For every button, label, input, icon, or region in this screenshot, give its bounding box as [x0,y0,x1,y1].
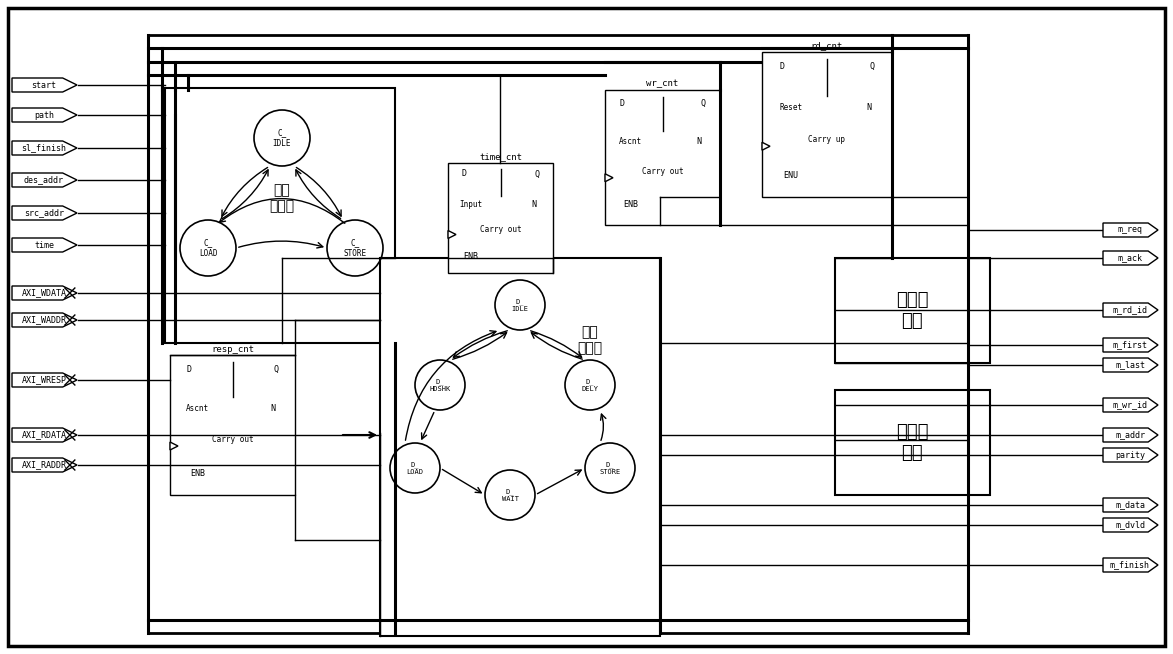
Text: time: time [34,241,54,249]
Text: Q: Q [870,62,875,71]
Text: Ascnt: Ascnt [618,137,642,146]
Text: start: start [32,80,56,90]
Polygon shape [12,173,77,187]
Text: AXI_RDATA: AXI_RDATA [21,430,67,439]
Text: 写地址
转换: 写地址 转换 [896,423,929,462]
Text: C_
IDLE: C_ IDLE [273,128,291,148]
Bar [170,355,294,495]
Text: D: D [619,99,625,108]
Polygon shape [12,238,77,252]
Text: D_
IDLE: D_ IDLE [511,298,529,312]
Text: time_cnt: time_cnt [479,152,522,162]
Text: D_
WAIT: D_ WAIT [502,488,518,502]
Text: AXI_WADDR: AXI_WADDR [21,315,67,324]
Polygon shape [170,442,178,450]
Bar [605,90,720,225]
Text: m_last: m_last [1116,360,1145,370]
Polygon shape [1103,558,1158,572]
Bar [448,163,552,273]
Text: Q: Q [700,99,705,108]
Text: 读地址
转换: 读地址 转换 [896,291,929,330]
Text: m_first: m_first [1112,341,1147,349]
Polygon shape [1103,223,1158,237]
Text: rd_cnt: rd_cnt [811,41,843,50]
Bar [165,88,395,343]
Polygon shape [762,143,769,150]
Polygon shape [448,230,456,239]
Polygon shape [12,373,77,387]
Polygon shape [1103,251,1158,265]
Text: m_data: m_data [1116,500,1145,509]
Text: D_
DELY: D_ DELY [582,378,598,392]
Bar [835,390,990,495]
Text: Input: Input [460,200,482,209]
Polygon shape [1103,303,1158,317]
Text: N: N [270,404,274,413]
Text: AXI_WDATA: AXI_WDATA [21,288,67,298]
Text: AXI_WRESP: AXI_WRESP [21,375,67,385]
Text: Reset: Reset [779,103,802,112]
Polygon shape [605,174,613,182]
Text: m_req: m_req [1118,226,1143,235]
Polygon shape [12,458,77,472]
Text: Carry out: Carry out [480,224,521,233]
Text: resp_cnt: resp_cnt [211,345,255,354]
Text: m_ack: m_ack [1118,254,1143,262]
Polygon shape [12,141,77,155]
Polygon shape [12,428,77,442]
Polygon shape [12,78,77,92]
Text: Q: Q [273,364,279,373]
Text: 命令
状态机: 命令 状态机 [270,183,294,213]
Text: sl_finish: sl_finish [21,143,67,152]
Polygon shape [1103,448,1158,462]
Text: AXI_RADDR: AXI_RADDR [21,460,67,470]
Text: C_
STORE: C_ STORE [344,238,366,258]
Polygon shape [12,108,77,122]
Text: N: N [697,137,701,146]
Text: N: N [866,103,872,112]
Text: C_
LOAD: C_ LOAD [198,238,217,258]
Polygon shape [12,286,77,300]
Text: m_finish: m_finish [1110,560,1150,570]
Bar [148,35,968,633]
Text: wr_cnt: wr_cnt [646,80,679,88]
Polygon shape [1103,358,1158,372]
Text: D_
HDSHK: D_ HDSHK [429,378,450,392]
Text: Carry out: Carry out [211,434,253,443]
Text: Carry out: Carry out [642,167,684,175]
Text: Carry up: Carry up [808,135,846,143]
Bar [835,258,990,363]
Text: ENB: ENB [623,200,638,209]
Text: Q: Q [535,169,540,179]
Text: m_addr: m_addr [1116,430,1145,439]
Text: path: path [34,111,54,120]
Polygon shape [1103,428,1158,442]
Text: 数据
状态机: 数据 状态机 [577,325,603,355]
Text: m_wr_id: m_wr_id [1112,400,1147,409]
Text: m_rd_id: m_rd_id [1112,305,1147,315]
Polygon shape [12,313,77,327]
Text: ENU: ENU [784,171,798,180]
Text: ENB: ENB [190,470,205,479]
Polygon shape [1103,498,1158,512]
Text: D: D [187,364,191,373]
Polygon shape [1103,518,1158,532]
Text: N: N [531,200,536,209]
Bar [380,258,660,636]
Text: parity: parity [1116,451,1145,460]
Text: Ascnt: Ascnt [187,404,209,413]
Text: des_addr: des_addr [23,175,65,184]
Text: D_
STORE: D_ STORE [599,461,621,475]
Text: D_
LOAD: D_ LOAD [407,461,423,475]
Text: m_dvld: m_dvld [1116,521,1145,530]
Text: D: D [779,62,784,71]
Polygon shape [1103,338,1158,352]
Polygon shape [12,206,77,220]
Bar [762,52,891,197]
Text: ENB: ENB [463,252,479,261]
Polygon shape [1103,398,1158,412]
Text: src_addr: src_addr [23,209,65,218]
Text: D: D [461,169,466,179]
